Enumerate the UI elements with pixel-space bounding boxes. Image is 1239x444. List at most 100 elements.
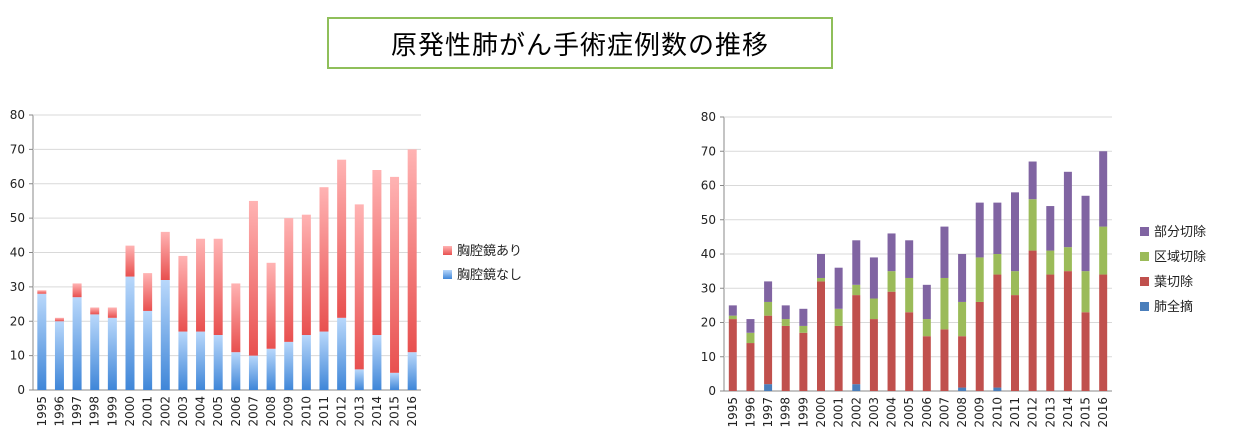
legend-label: 葉切除	[1154, 275, 1193, 290]
x-tick-label: 2014	[370, 396, 384, 427]
x-tick-label: 2001	[141, 396, 155, 427]
bar-1998-series-1	[90, 307, 100, 315]
y-tick-label: 60	[10, 177, 25, 191]
bar-2010-series-1	[993, 274, 1002, 388]
bar-1997-series-0	[72, 297, 82, 390]
legend-swatch	[443, 270, 452, 279]
y-tick-label: 10	[701, 350, 716, 364]
y-tick-label: 80	[10, 108, 25, 122]
x-tick-label: 2013	[352, 396, 366, 427]
y-tick-label: 20	[701, 316, 716, 330]
bar-2015-series-2	[1081, 271, 1090, 313]
bar-1998-series-1	[781, 325, 790, 391]
y-tick-label: 70	[701, 144, 716, 158]
bar-1997-series-0	[764, 384, 773, 391]
x-tick-label: 2000	[123, 396, 137, 427]
bar-2001-series-3	[834, 267, 843, 309]
bar-2011-series-1	[1011, 295, 1019, 391]
y-tick-label: 40	[701, 247, 716, 261]
bar-2016-series-2	[1099, 226, 1108, 275]
bar-1996-series-0	[54, 321, 64, 390]
x-tick-label: 2004	[194, 396, 208, 427]
bar-2009-series-1	[975, 301, 984, 391]
bar-2004-series-2	[887, 271, 896, 292]
bar-2010-series-0	[301, 335, 311, 390]
x-tick-label: 2004	[885, 397, 899, 428]
legend-swatch	[443, 246, 452, 255]
bar-2012-series-3	[1028, 161, 1037, 200]
y-tick-label: 80	[701, 110, 716, 124]
bar-2008-series-3	[958, 254, 967, 302]
bar-2001-series-2	[834, 308, 843, 326]
bar-2006-series-1	[231, 283, 241, 353]
bar-2014-series-1	[1063, 271, 1072, 391]
x-tick-label: 2013	[1043, 397, 1057, 428]
bar-2011-series-1	[319, 187, 329, 332]
bar-2005-series-1	[905, 312, 914, 391]
bar-2001-series-1	[143, 273, 153, 311]
legend-label: 胸腔鏡あり	[457, 244, 522, 259]
bar-2009-series-1	[284, 218, 294, 342]
x-tick-label: 2009	[282, 396, 296, 427]
bar-2004-series-3	[887, 233, 896, 272]
x-tick-label: 2010	[990, 397, 1004, 428]
bar-2010-series-2	[993, 254, 1002, 275]
x-tick-label: 2002	[849, 397, 863, 428]
legend-label: 区域切除	[1154, 250, 1206, 265]
x-tick-label: 2002	[158, 396, 172, 427]
bar-2007-series-2	[940, 277, 949, 330]
x-tick-label: 1995	[35, 396, 49, 427]
bar-1998-series-2	[781, 319, 790, 326]
bar-2016-series-0	[407, 352, 417, 390]
bar-2010-series-0	[993, 387, 1002, 391]
x-tick-label: 2012	[335, 396, 349, 427]
bar-2000-series-1	[817, 281, 825, 391]
x-tick-label: 2006	[920, 397, 934, 428]
x-tick-label: 2011	[317, 396, 331, 427]
bar-1995-series-1	[37, 290, 47, 294]
y-tick-label: 30	[10, 280, 25, 294]
y-tick-label: 40	[10, 246, 25, 260]
bar-1997-series-2	[764, 301, 773, 316]
bar-1995-series-0	[37, 293, 47, 390]
x-tick-label: 2001	[832, 397, 846, 428]
x-tick-label: 2010	[299, 396, 313, 427]
bar-2010-series-1	[301, 214, 311, 335]
bar-1996-series-3	[746, 319, 755, 333]
bar-2005-series-3	[905, 240, 914, 278]
bar-2007-series-1	[940, 329, 949, 391]
x-tick-label: 2006	[229, 396, 243, 427]
bar-2014-series-0	[372, 335, 382, 390]
page-title: 原発性肺がん手術症例数の推移	[390, 30, 769, 61]
bar-1997-series-3	[764, 281, 773, 302]
bar-1996-series-2	[746, 332, 755, 344]
x-tick-label: 2008	[955, 397, 969, 428]
bar-2006-series-1	[922, 336, 931, 391]
bar-2008-series-0	[958, 387, 967, 391]
bar-2012-series-1	[1028, 250, 1037, 391]
bar-1995-series-1	[728, 319, 737, 391]
bar-2014-series-3	[1063, 171, 1072, 248]
legend-swatch	[1140, 302, 1149, 311]
bar-2012-series-0	[337, 317, 347, 390]
bar-2005-series-1	[213, 238, 223, 335]
bar-2008-series-0	[266, 348, 276, 390]
y-tick-label: 20	[10, 314, 25, 328]
bar-2004-series-0	[196, 331, 206, 390]
bar-2002-series-0	[852, 384, 861, 391]
bar-2015-series-1	[1081, 312, 1090, 391]
bar-2003-series-3	[869, 257, 878, 299]
x-tick-label: 2005	[902, 397, 916, 428]
bar-2010-series-3	[993, 202, 1002, 254]
x-tick-label: 1998	[88, 396, 102, 427]
bar-2006-series-2	[922, 319, 931, 337]
bar-2005-series-0	[213, 335, 223, 390]
bar-2002-series-1	[160, 231, 170, 280]
y-tick-label: 70	[10, 142, 25, 156]
bar-2013-series-1	[354, 204, 364, 370]
x-tick-label: 2003	[867, 397, 881, 428]
bar-2012-series-1	[337, 159, 347, 318]
bar-1997-series-1	[764, 315, 773, 385]
legend-label: 肺全摘	[1154, 299, 1193, 315]
bar-2009-series-3	[975, 202, 984, 258]
